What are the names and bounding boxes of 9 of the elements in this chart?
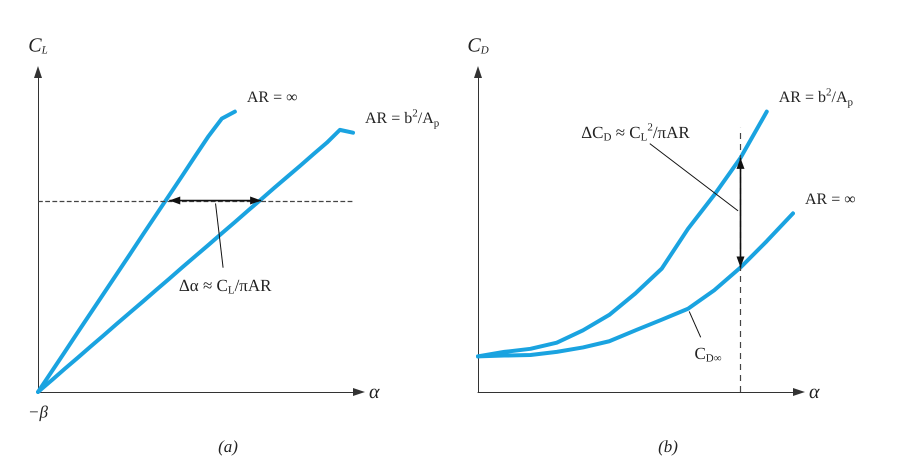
series-label: AR = ∞ [805, 190, 856, 208]
y-axis-title: CL [28, 34, 48, 56]
x-axis-title: α [369, 381, 380, 403]
text: (a) [218, 437, 238, 456]
text: −β [28, 402, 48, 422]
y-axis-title: CD [467, 34, 489, 56]
series-label: AR = ∞ [246, 89, 298, 106]
text: (b) [658, 437, 678, 456]
x-axis-title: α [809, 381, 820, 403]
